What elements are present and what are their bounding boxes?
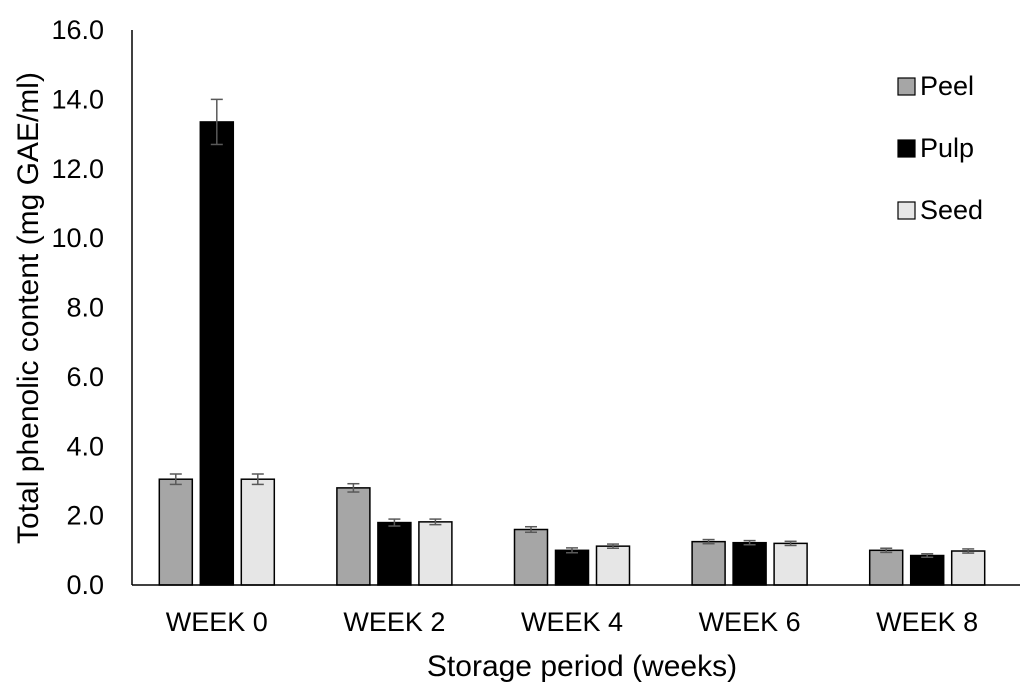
y-tick-label: 10.0 — [51, 223, 104, 253]
y-tick-label: 8.0 — [66, 293, 104, 323]
bar-pulp — [377, 521, 412, 586]
x-tick-label: WEEK 4 — [521, 607, 623, 637]
legend-label: Pulp — [920, 133, 974, 163]
bars — [158, 98, 986, 586]
error-bar — [566, 547, 578, 554]
legend-label: Seed — [920, 195, 983, 225]
bar-seed — [240, 478, 276, 586]
error-bar — [251, 473, 264, 486]
error-bar — [702, 538, 715, 545]
error-bar — [921, 553, 934, 558]
bar-peel — [513, 528, 549, 586]
y-tick-label: 2.0 — [66, 501, 104, 531]
legend-item-seed: Seed — [897, 195, 983, 225]
y-tick-label: 12.0 — [51, 154, 104, 184]
legend: Peel Pulp Seed — [897, 71, 983, 225]
error-bar — [388, 518, 401, 527]
error-bar — [607, 543, 619, 549]
error-bar — [962, 548, 975, 554]
legend-item-peel: Peel — [897, 71, 974, 101]
error-bar — [784, 540, 797, 547]
bar-peel — [868, 549, 904, 586]
bar-pulp — [554, 549, 590, 586]
bar-peel — [336, 487, 371, 586]
bar-seed — [595, 545, 631, 586]
error-bar — [743, 539, 756, 546]
error-bar — [880, 547, 893, 554]
error-bar — [210, 98, 223, 146]
legend-swatch — [897, 139, 916, 158]
error-bar — [347, 482, 360, 493]
legend-item-pulp: Pulp — [897, 133, 974, 163]
error-bar — [525, 525, 537, 534]
y-axis: 0.0 2.0 4.0 6.0 8.0 10.0 12.0 14.0 16.0 — [51, 15, 133, 600]
bar-seed — [950, 550, 986, 586]
bar-seed — [418, 521, 453, 586]
bar-seed — [773, 542, 808, 586]
y-tick-label: 4.0 — [66, 431, 104, 461]
legend-swatch — [897, 201, 916, 220]
x-tick-label: WEEK 6 — [699, 607, 801, 637]
bar-pulp — [199, 121, 235, 586]
legend-swatch — [897, 77, 916, 96]
x-tick-label: WEEK 0 — [166, 607, 268, 637]
x-tick-label: WEEK 2 — [343, 607, 445, 637]
bar-pulp — [909, 554, 945, 586]
y-axis-title: Total phenolic content (mg GAE/ml) — [12, 72, 45, 544]
x-tick-label: WEEK 8 — [876, 607, 978, 637]
y-tick-label: 14.0 — [51, 84, 104, 114]
bar-pulp — [732, 541, 767, 586]
x-axis-title: Storage period (weeks) — [427, 650, 737, 682]
error-bar — [429, 518, 442, 526]
y-tick-label: 6.0 — [66, 362, 104, 392]
bar-peel — [158, 478, 194, 586]
error-bar — [169, 473, 182, 486]
y-tick-label: 0.0 — [66, 570, 104, 600]
y-tick-label: 16.0 — [51, 15, 104, 45]
x-axis: WEEK 0 WEEK 2 WEEK 4 WEEK 6 WEEK 8 — [132, 584, 1020, 637]
legend-label: Peel — [920, 71, 974, 101]
bar-peel — [691, 540, 726, 586]
